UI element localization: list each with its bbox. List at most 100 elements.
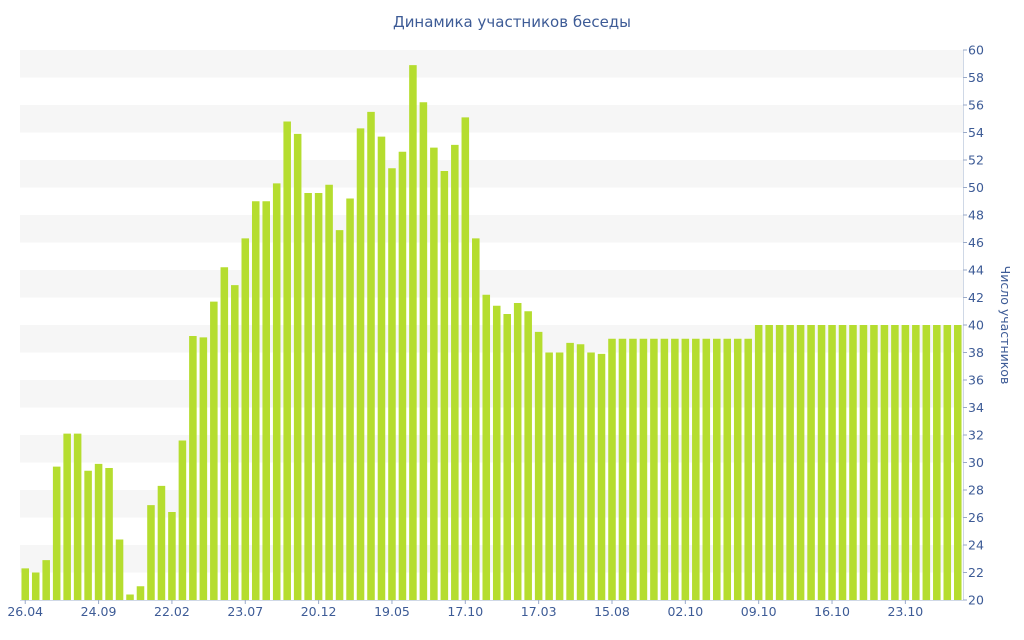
bar[interactable] — [534, 331, 543, 600]
bar[interactable] — [713, 338, 721, 600]
bar[interactable] — [953, 325, 962, 600]
bar[interactable] — [377, 136, 386, 600]
bar[interactable] — [765, 325, 773, 600]
bar[interactable] — [314, 193, 323, 600]
bar[interactable] — [272, 183, 281, 600]
bar[interactable] — [304, 193, 312, 600]
bar[interactable] — [251, 201, 260, 600]
bar[interactable] — [524, 311, 532, 600]
bar[interactable] — [608, 338, 616, 600]
bar[interactable] — [482, 294, 491, 600]
y-tick-label: 20 — [968, 593, 984, 608]
bar[interactable] — [828, 325, 836, 600]
bar[interactable] — [702, 338, 711, 600]
grid-band — [20, 160, 963, 188]
bar[interactable] — [189, 336, 197, 600]
bar[interactable] — [597, 353, 606, 600]
bar[interactable] — [733, 338, 742, 600]
bar[interactable] — [398, 151, 407, 600]
bar[interactable] — [115, 539, 124, 601]
bar[interactable] — [42, 560, 50, 600]
bar[interactable] — [293, 133, 302, 600]
bar[interactable] — [52, 466, 61, 600]
bar[interactable] — [933, 325, 941, 600]
bar[interactable] — [440, 171, 449, 600]
bar[interactable] — [94, 463, 103, 600]
bar[interactable] — [650, 338, 658, 600]
bar[interactable] — [178, 440, 187, 601]
bar[interactable] — [147, 505, 155, 600]
bar[interactable] — [838, 325, 847, 600]
bar[interactable] — [513, 303, 522, 600]
bar[interactable] — [891, 325, 899, 600]
bar[interactable] — [629, 338, 637, 600]
bar[interactable] — [618, 338, 627, 600]
bar[interactable] — [168, 512, 176, 600]
bar[interactable] — [943, 325, 952, 600]
bar[interactable] — [136, 586, 145, 600]
y-tick-label: 34 — [968, 400, 984, 415]
bar[interactable] — [419, 102, 428, 600]
bar[interactable] — [241, 238, 250, 600]
bar[interactable] — [692, 338, 700, 600]
bar[interactable] — [901, 325, 910, 600]
bar[interactable] — [220, 267, 229, 600]
bar[interactable] — [859, 325, 868, 600]
grid-band — [20, 270, 963, 298]
bar[interactable] — [31, 572, 40, 601]
bar[interactable] — [786, 325, 794, 600]
bar[interactable] — [451, 144, 459, 600]
bar[interactable] — [461, 117, 470, 600]
bar[interactable] — [775, 325, 784, 600]
bar[interactable] — [576, 344, 585, 600]
bar[interactable] — [21, 568, 30, 600]
bar[interactable] — [492, 305, 501, 600]
bar[interactable] — [587, 352, 595, 601]
bar[interactable] — [388, 168, 396, 600]
bar[interactable] — [817, 325, 826, 600]
bar[interactable] — [912, 325, 920, 600]
bar[interactable] — [325, 184, 333, 600]
bar[interactable] — [335, 230, 344, 600]
bar[interactable] — [63, 433, 71, 600]
bar[interactable] — [199, 337, 208, 600]
bar[interactable] — [409, 65, 417, 600]
bar[interactable] — [880, 325, 889, 600]
bar[interactable] — [262, 201, 270, 600]
y-tick-label: 52 — [968, 153, 984, 168]
bar[interactable] — [210, 301, 218, 600]
bar[interactable] — [870, 325, 878, 600]
bar[interactable] — [566, 342, 574, 600]
bar[interactable] — [681, 338, 690, 600]
bar[interactable] — [503, 314, 511, 600]
bar[interactable] — [356, 128, 365, 600]
bar[interactable] — [754, 325, 763, 600]
bar[interactable] — [807, 325, 815, 600]
grid-band — [20, 545, 963, 573]
bar[interactable] — [555, 352, 564, 601]
bar[interactable] — [126, 594, 134, 601]
bar[interactable] — [157, 485, 166, 600]
bar[interactable] — [744, 338, 752, 600]
bar[interactable] — [73, 433, 82, 600]
bar[interactable] — [231, 285, 239, 600]
bar[interactable] — [367, 111, 375, 600]
y-tick-label: 40 — [968, 318, 984, 333]
bar[interactable] — [671, 338, 679, 600]
bar[interactable] — [105, 468, 113, 600]
bar[interactable] — [922, 325, 931, 600]
grid-band — [20, 490, 963, 518]
bar[interactable] — [545, 352, 553, 601]
bar[interactable] — [660, 338, 669, 600]
bar[interactable] — [84, 470, 92, 600]
bar[interactable] — [796, 325, 805, 600]
bar[interactable] — [849, 325, 857, 600]
bar[interactable] — [723, 338, 732, 600]
bar[interactable] — [639, 338, 648, 600]
bar[interactable] — [346, 198, 354, 601]
bar[interactable] — [283, 121, 291, 601]
x-tick-label: 20.12 — [301, 604, 337, 619]
bar[interactable] — [472, 238, 480, 600]
bar[interactable] — [430, 147, 438, 600]
